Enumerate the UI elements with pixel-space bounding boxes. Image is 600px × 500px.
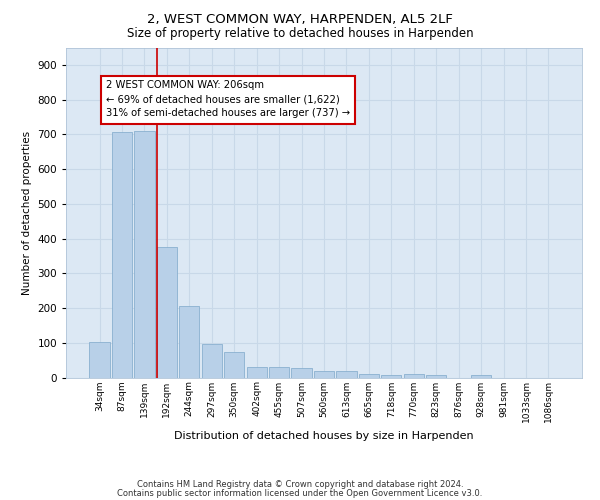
Bar [471, 374, 491, 378]
Bar [292, 368, 311, 378]
Bar [89, 342, 110, 378]
Text: Contains HM Land Registry data © Crown copyright and database right 2024.: Contains HM Land Registry data © Crown c… [137, 480, 463, 489]
Bar [179, 306, 199, 378]
Bar [247, 367, 267, 378]
Bar [157, 247, 177, 378]
Bar [269, 366, 289, 378]
Text: Contains public sector information licensed under the Open Government Licence v3: Contains public sector information licen… [118, 488, 482, 498]
Text: 2, WEST COMMON WAY, HARPENDEN, AL5 2LF: 2, WEST COMMON WAY, HARPENDEN, AL5 2LF [147, 12, 453, 26]
Bar [359, 374, 379, 378]
Bar [426, 374, 446, 378]
Text: Size of property relative to detached houses in Harpenden: Size of property relative to detached ho… [127, 28, 473, 40]
Y-axis label: Number of detached properties: Number of detached properties [22, 130, 32, 294]
Bar [224, 352, 244, 378]
X-axis label: Distribution of detached houses by size in Harpenden: Distribution of detached houses by size … [174, 430, 474, 440]
Bar [202, 344, 222, 378]
Bar [404, 374, 424, 378]
Bar [112, 132, 132, 378]
Text: 2 WEST COMMON WAY: 206sqm
← 69% of detached houses are smaller (1,622)
31% of se: 2 WEST COMMON WAY: 206sqm ← 69% of detac… [106, 80, 350, 118]
Bar [381, 375, 401, 378]
Bar [134, 130, 155, 378]
Bar [337, 370, 356, 378]
Bar [314, 370, 334, 378]
